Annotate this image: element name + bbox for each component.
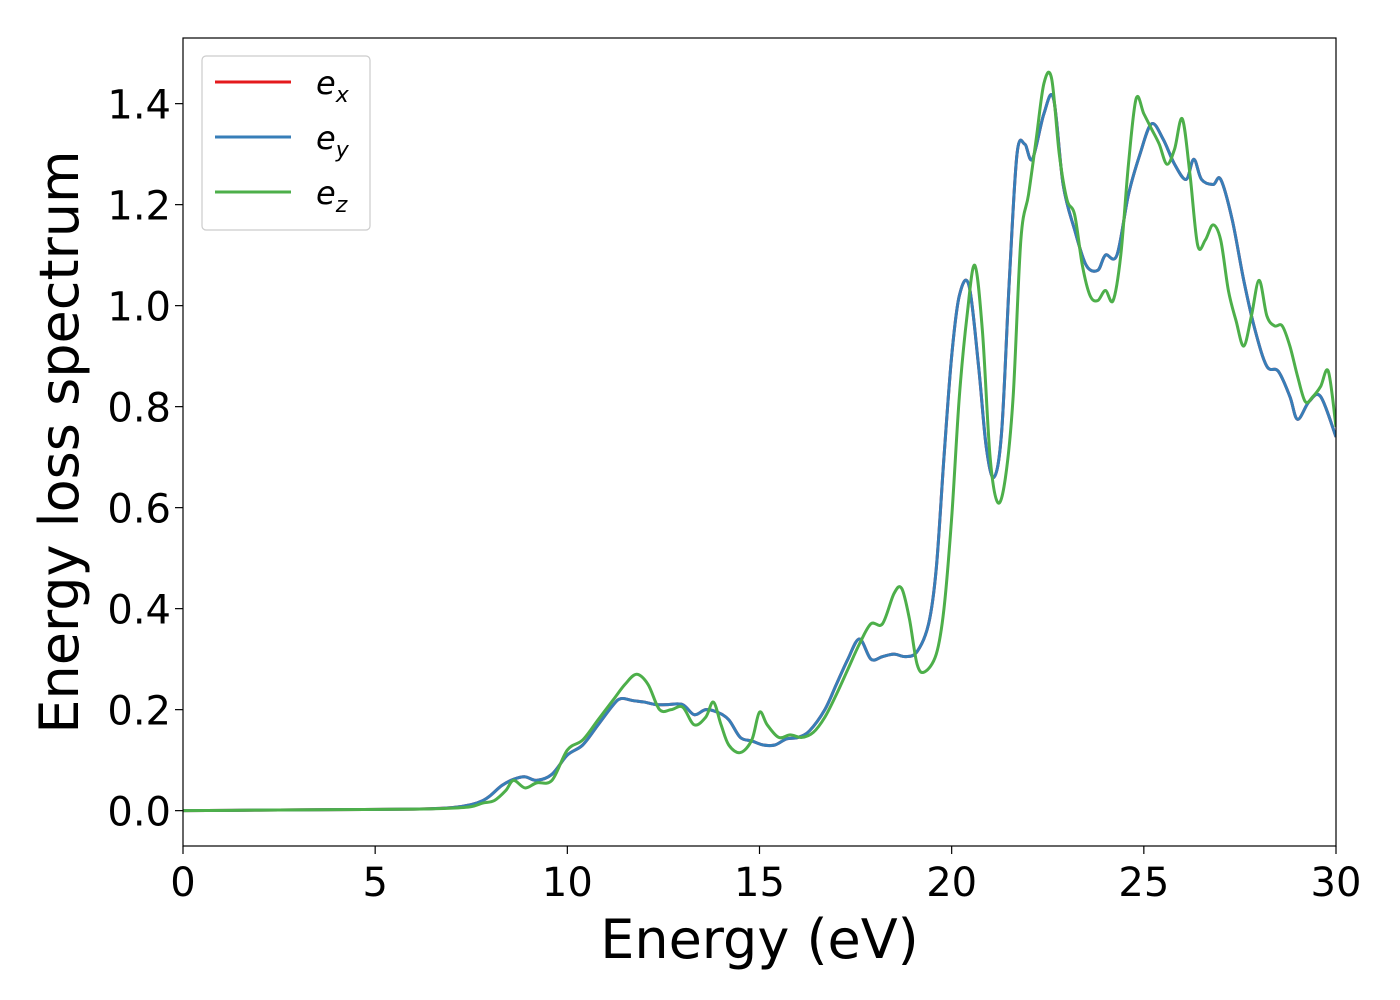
x-tick-label: 30	[1311, 860, 1362, 906]
x-tick-label: 25	[1118, 860, 1169, 906]
series-line-z	[183, 70, 1336, 813]
legend: ex ey ez	[201, 55, 371, 231]
x-tick-label: 5	[362, 860, 387, 906]
legend-label-z: ez	[316, 174, 348, 218]
x-tick-label: 10	[542, 860, 593, 906]
y-tick-label: 0.2	[107, 689, 171, 735]
y-tick-label: 0.8	[107, 386, 171, 432]
y-tick-label: 1.0	[107, 285, 171, 331]
y-tick-label: 0.0	[107, 790, 171, 836]
series-line-y	[183, 93, 1336, 813]
legend-label-x: ex	[316, 64, 350, 108]
y-tick-label: 1.4	[107, 83, 171, 129]
x-tick-label: 0	[170, 860, 195, 906]
legend-box	[201, 55, 371, 231]
series-layer	[183, 70, 1336, 813]
legend-label-y: ey	[316, 119, 350, 163]
y-tick-label: 0.6	[107, 487, 171, 533]
x-tick-label: 20	[926, 860, 977, 906]
x-tick-label: 15	[734, 860, 785, 906]
x-axis-label: Energy (eV)	[600, 908, 919, 971]
y-axis-label: Energy loss spectrum	[28, 150, 91, 733]
y-tick-label: 1.2	[107, 184, 171, 230]
x-axis-ticks: 0 5 10 15 20 25 30	[170, 846, 1361, 906]
y-axis-ticks: 0.0 0.2 0.4 0.6 0.8 1.0 1.2 1.4	[107, 83, 183, 836]
y-tick-label: 0.4	[107, 588, 171, 634]
